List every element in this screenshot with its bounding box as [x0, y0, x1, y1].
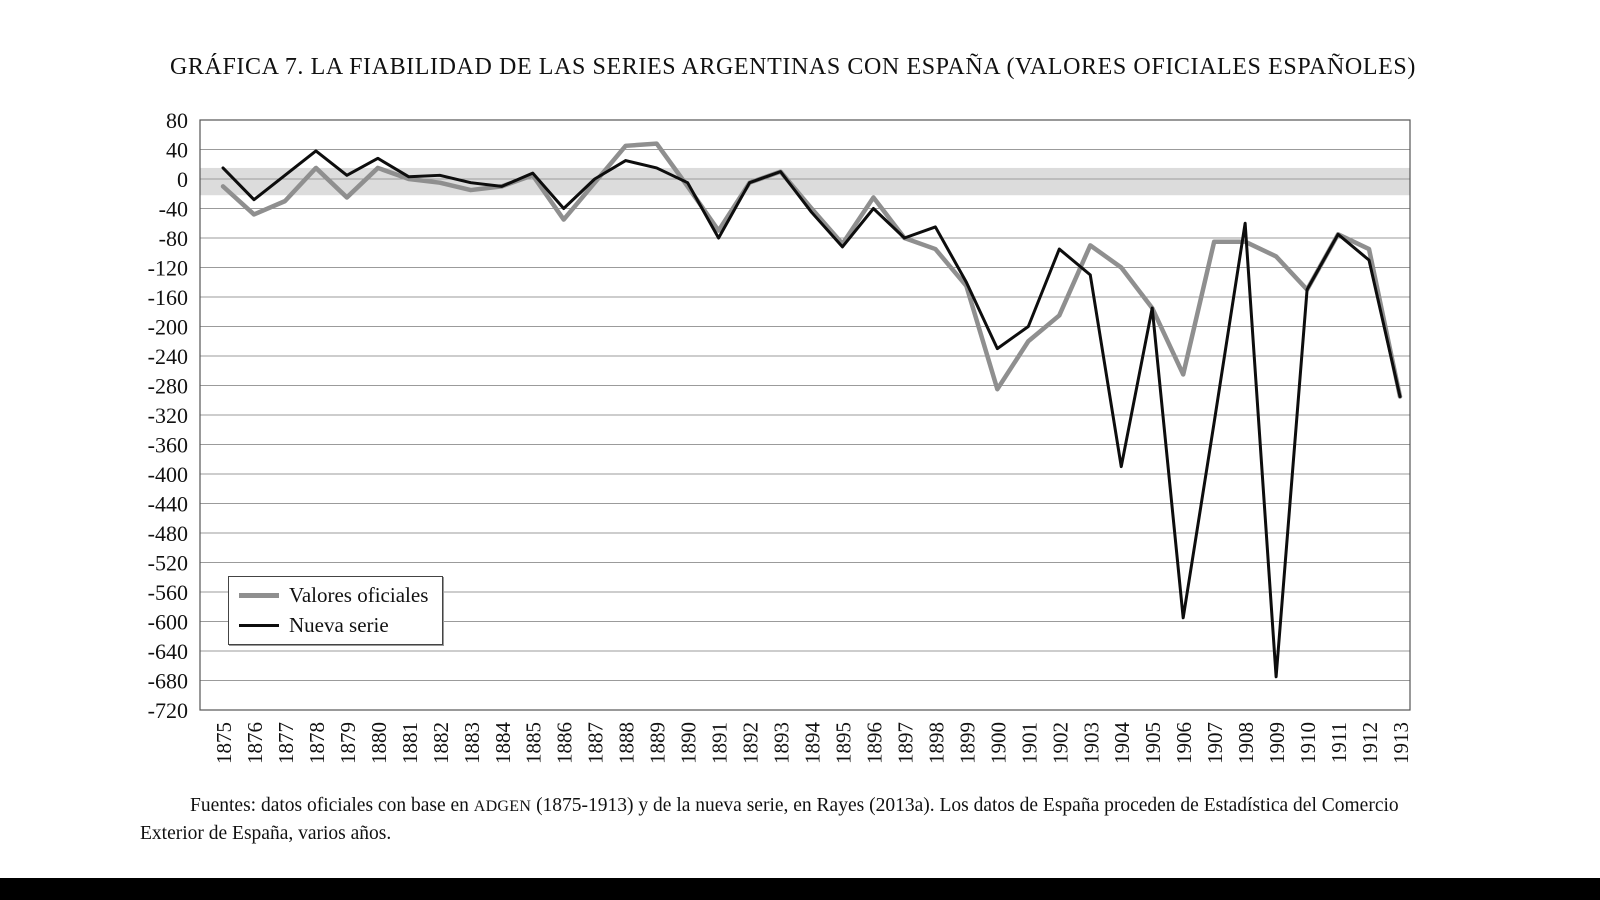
y-tick-label: -560 [148, 580, 188, 605]
y-tick-label: 40 [166, 138, 188, 163]
y-tick-label: -480 [148, 521, 188, 546]
x-tick-label: 1897 [893, 722, 917, 764]
x-tick-label: 1901 [1017, 722, 1041, 764]
x-tick-label: 1893 [770, 722, 794, 764]
legend-item-valores-oficiales: Valores oficiales [239, 583, 428, 608]
x-tick-label: 1891 [708, 722, 732, 764]
x-tick-label: 1906 [1172, 722, 1196, 764]
x-tick-label: 1887 [584, 722, 608, 764]
x-tick-label: 1875 [212, 722, 236, 764]
series-line-nueva-serie [221, 149, 1402, 679]
x-tick-label: 1903 [1079, 722, 1103, 764]
x-tick-label: 1913 [1389, 722, 1413, 764]
y-tick-label: -720 [148, 698, 188, 723]
x-tick-label: 1888 [615, 722, 639, 764]
y-tick-label: -520 [148, 551, 188, 576]
x-tick-label: 1898 [924, 722, 948, 764]
legend-label-nueva-serie: Nueva serie [289, 613, 389, 637]
x-tick-label: 1905 [1141, 722, 1165, 764]
y-tick-label: -160 [148, 285, 188, 310]
source-note-line2: Exterior de España, varios años. [140, 823, 392, 845]
y-tick-label: 80 [166, 108, 188, 133]
x-tick-label: 1911 [1327, 722, 1351, 763]
y-tick-label: -640 [148, 639, 188, 664]
plot-border [199, 119, 1411, 711]
source-note-text: Fuentes: datos oficiales con base en [190, 795, 474, 816]
x-tick-label: 1876 [243, 722, 267, 764]
x-tick-label: 1908 [1234, 722, 1258, 764]
legend-item-nueva-serie: Nueva serie [239, 613, 428, 638]
legend-label-valores-oficiales: Valores oficiales [289, 583, 429, 607]
y-tick-label: -600 [148, 610, 188, 635]
source-note: Fuentes: datos oficiales con base en ADG… [140, 792, 1450, 849]
zero-band [200, 167, 1410, 196]
line-chart: 80 40 0 -40 -80 -120 -160 -200 -240 -280 -320 -360 -… [148, 108, 1413, 765]
x-tick-label: 1904 [1110, 722, 1134, 765]
x-tick-label: 1890 [677, 722, 701, 764]
x-tick-label: 1900 [986, 722, 1010, 764]
x-tick-label: 1880 [367, 722, 391, 764]
legend: Valores oficiales Nueva serie [228, 576, 444, 645]
source-note-adgen: ADGEN [473, 798, 532, 815]
x-tick-label: 1882 [429, 722, 453, 764]
x-tick-label: 1889 [646, 722, 670, 764]
y-tick-label: -680 [148, 669, 188, 694]
x-tick-label: 1883 [460, 722, 484, 764]
x-tick-label: 1902 [1048, 722, 1072, 764]
y-tick-label: -240 [148, 344, 188, 369]
y-tick-label: -120 [148, 256, 188, 281]
x-tick-label: 1896 [862, 722, 886, 764]
y-tick-label: -400 [148, 462, 188, 487]
y-tick-label: 0 [177, 167, 188, 192]
x-tick-label: 1877 [274, 722, 298, 764]
y-tick-label: -320 [148, 403, 188, 428]
x-tick-label: 1886 [553, 722, 577, 764]
x-tick-label: 1910 [1296, 722, 1320, 764]
y-tick-label: -200 [148, 315, 188, 340]
x-tick-label: 1912 [1358, 722, 1382, 764]
chart-title: GRÁFICA 7. LA FIABILIDAD DE LAS SERIES A… [170, 54, 1416, 80]
black-line-swatch-icon [239, 624, 279, 627]
x-tick-label: 1909 [1265, 722, 1289, 764]
gray-line-swatch-icon [239, 593, 279, 598]
y-tick-label: -360 [148, 433, 188, 458]
x-tick-label: 1894 [801, 722, 825, 765]
x-tick-label: 1884 [491, 722, 515, 765]
y-tick-label: -40 [159, 197, 188, 222]
x-tick-label: 1892 [739, 722, 763, 764]
x-tick-label: 1885 [522, 722, 546, 764]
y-tick-label: -440 [148, 492, 188, 517]
x-tick-label: 1881 [398, 722, 422, 764]
x-tick-label: 1895 [831, 722, 855, 764]
series-line-valores-oficiales [220, 141, 1403, 399]
x-tick-label: 1878 [305, 722, 329, 764]
x-tick-label: 1879 [336, 722, 360, 764]
y-tick-label: -80 [159, 226, 188, 251]
bottom-black-bar [0, 878, 1600, 900]
x-tick-label: 1907 [1203, 722, 1227, 764]
x-tick-label: 1899 [955, 722, 979, 764]
y-tick-label: -280 [148, 374, 188, 399]
source-note-text-2: (1875-1913) y de la nueva serie, en Raye… [531, 795, 1399, 816]
